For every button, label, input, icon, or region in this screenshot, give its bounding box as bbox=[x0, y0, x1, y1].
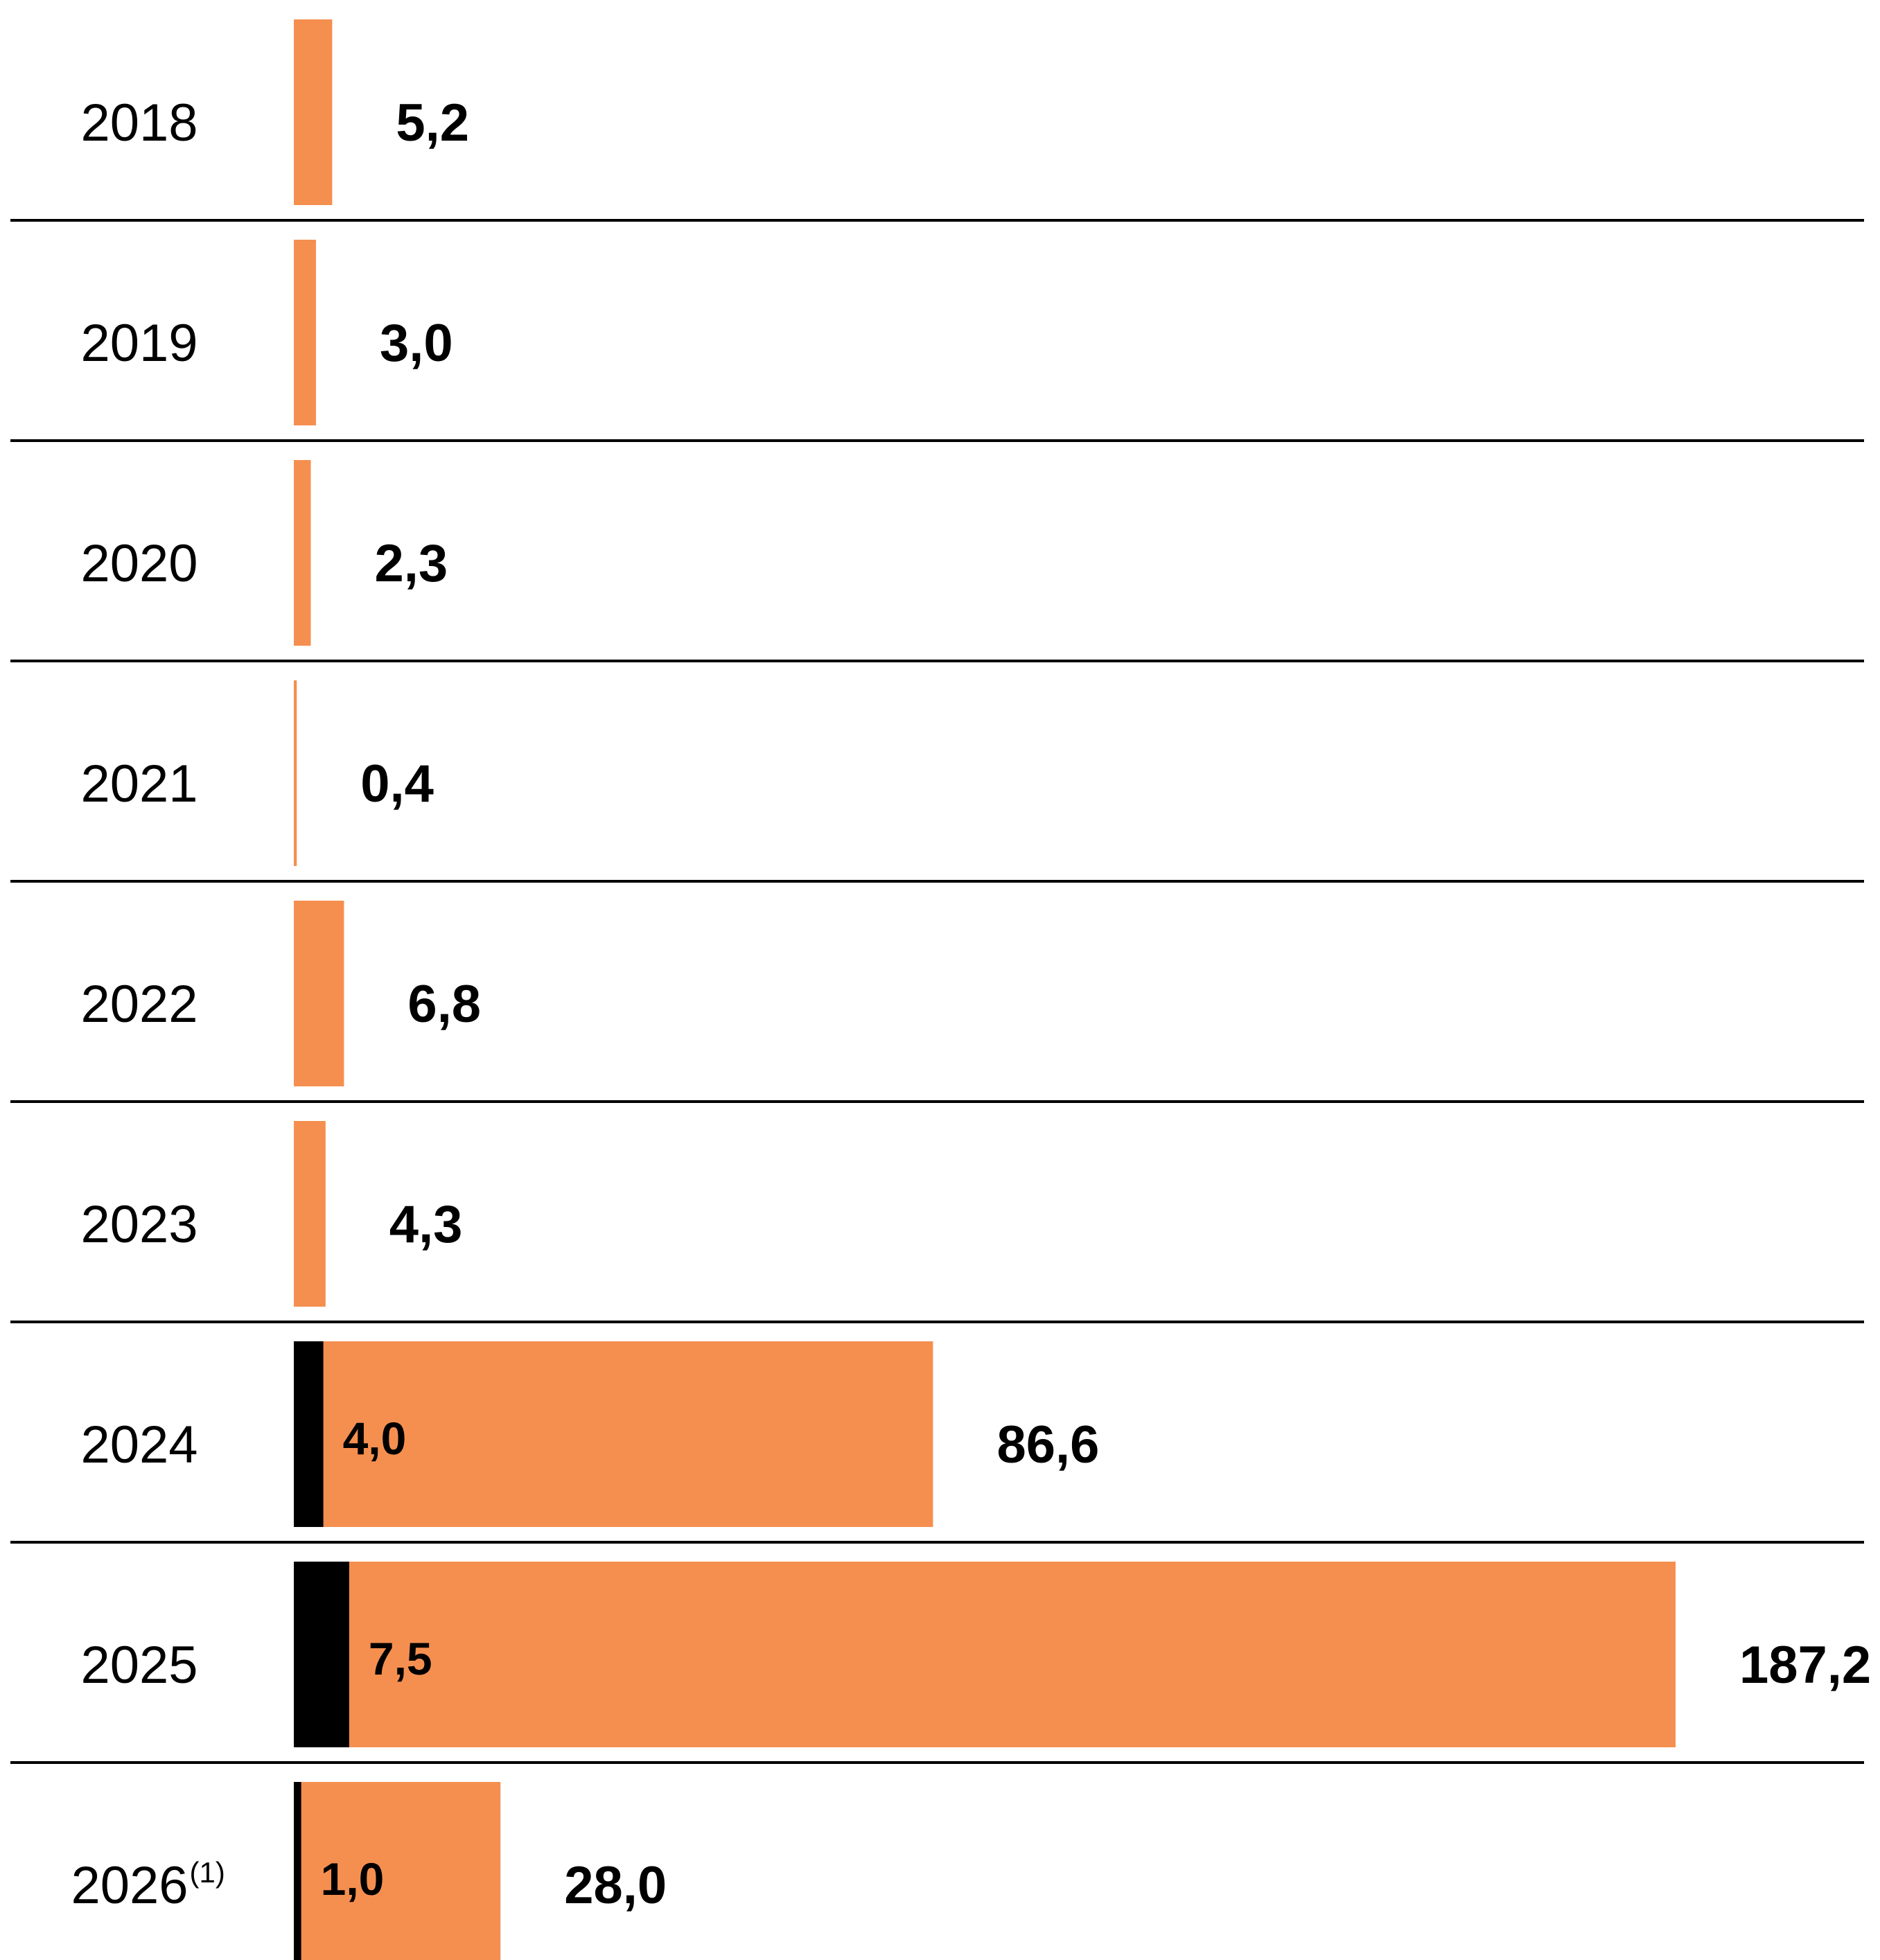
bar-2020 bbox=[294, 460, 311, 646]
total-value-label: 28,0 bbox=[564, 1856, 667, 1915]
segment-value-label: 7,5 bbox=[369, 1633, 432, 1684]
year-label: 2019 bbox=[80, 314, 197, 373]
bar-2018 bbox=[294, 19, 333, 205]
bar-2019 bbox=[294, 240, 316, 425]
segment-value-label: 4,0 bbox=[343, 1413, 407, 1464]
row-divider bbox=[10, 1761, 1864, 1764]
bar-segment-black-2026 bbox=[294, 1782, 301, 1960]
segment-value-label: 1,0 bbox=[321, 1853, 385, 1905]
bar-segment-black-2025 bbox=[294, 1562, 349, 1747]
total-value-label: 3,0 bbox=[380, 314, 453, 373]
year-label: 2024 bbox=[80, 1415, 197, 1474]
row-divider bbox=[10, 660, 1864, 662]
bar-2021 bbox=[294, 680, 297, 866]
year-label: 2021 bbox=[80, 754, 197, 813]
footnote-marker: (1) bbox=[190, 1856, 225, 1889]
bar-2026 bbox=[294, 1782, 501, 1960]
total-value-label: 4,3 bbox=[389, 1195, 463, 1254]
row-divider bbox=[10, 439, 1864, 442]
year-label: 2023 bbox=[80, 1195, 197, 1254]
row-divider bbox=[10, 1321, 1864, 1323]
year-label: 2025 bbox=[80, 1636, 197, 1695]
bar-2023 bbox=[294, 1121, 326, 1307]
row-divider bbox=[10, 1100, 1864, 1103]
year-label: 2026 bbox=[71, 1856, 188, 1915]
year-label: 2022 bbox=[80, 975, 197, 1034]
year-label: 2020 bbox=[80, 534, 197, 593]
year-label: 2018 bbox=[80, 94, 197, 152]
row-divider bbox=[10, 1541, 1864, 1544]
total-value-label: 187,2 bbox=[1739, 1636, 1871, 1695]
row-divider bbox=[10, 880, 1864, 883]
total-value-label: 6,8 bbox=[407, 975, 481, 1034]
bar-2025 bbox=[294, 1562, 1676, 1747]
total-value-label: 2,3 bbox=[374, 534, 448, 593]
bar-2024 bbox=[294, 1341, 933, 1527]
total-value-label: 86,6 bbox=[996, 1415, 1099, 1474]
bar-segment-black-2024 bbox=[294, 1341, 324, 1527]
total-value-label: 5,2 bbox=[396, 94, 469, 152]
total-value-label: 0,4 bbox=[360, 754, 434, 813]
bar-2022 bbox=[294, 901, 344, 1086]
row-divider bbox=[10, 219, 1864, 222]
